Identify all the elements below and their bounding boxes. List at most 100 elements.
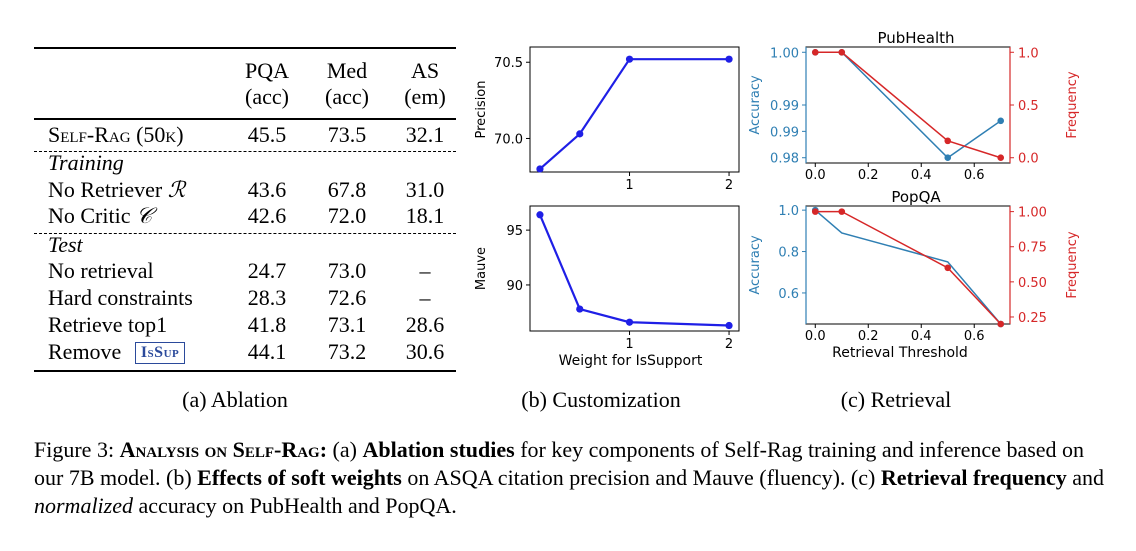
popqa-frequency-line xyxy=(815,210,1002,325)
precision-frame xyxy=(529,46,740,173)
precision-xtick-label: 2 xyxy=(725,178,733,193)
precision-ytick-label: 70.5 xyxy=(494,56,523,71)
pubhealth-accuracy-point xyxy=(944,154,952,162)
row-no-retrieval-pqa: 24.7 xyxy=(247,258,287,283)
popqa-ytick-right-label: 0.50 xyxy=(1018,276,1047,291)
row-no-critic-med: 72.0 xyxy=(327,203,367,228)
table-bottom-rule xyxy=(34,370,456,372)
mauve-ytick-label: 90 xyxy=(506,279,523,294)
pubhealth-frame xyxy=(805,46,1011,164)
popqa-xtick-label: 0.2 xyxy=(858,329,879,344)
popqa-frequency-point xyxy=(997,320,1005,328)
row-no-retriever-label: No Retriever ℛ xyxy=(48,177,186,202)
row-retrieve-top1-pqa: 41.8 xyxy=(247,312,287,337)
row-no-retrieval-med: 73.0 xyxy=(327,258,367,283)
mauve-xtick-label: 1 xyxy=(625,337,633,352)
pubhealth-frequency-point xyxy=(811,48,819,56)
row-retrieve-top1-as: 28.6 xyxy=(405,312,445,337)
mauve-ytick-label: 95 xyxy=(506,224,523,239)
precision-line xyxy=(539,58,730,170)
popqa-frequency-point xyxy=(838,208,846,215)
popqa-ytick-right-label: 1.00 xyxy=(1018,206,1047,221)
charts-canvas: 1 2 70.0 70.5 Precision 1 2 90 95 Mauve Weight for… xyxy=(474,29,1080,369)
pubhealth-frequency-line xyxy=(815,51,1001,159)
header-pqa: PQA (acc) xyxy=(244,58,289,109)
precision-point xyxy=(625,55,634,63)
pubhealth-title: PubHealth xyxy=(877,29,954,47)
row-no-retriever-med: 67.8 xyxy=(327,177,367,202)
figure-caption: Figure 3: Analysis on Self-Rag: (a) Abla… xyxy=(34,437,1105,518)
popqa-title: PopQA xyxy=(891,188,941,206)
precision-xtick-label: 1 xyxy=(625,178,633,193)
precision-point xyxy=(576,130,584,138)
row-no-retrieval-as: – xyxy=(419,258,431,283)
header-as: AS (em) xyxy=(404,58,446,109)
pubhealth-frequency-point xyxy=(838,48,846,56)
mauve-point xyxy=(536,211,544,219)
popqa-xtick-label: 0.0 xyxy=(805,329,826,344)
pubhealth-frequency-point xyxy=(944,137,952,145)
popqa-ylabel-left: Accuracy xyxy=(748,235,763,295)
popqa-frequency-point xyxy=(944,264,952,272)
row-remove-issup-as: 30.6 xyxy=(405,339,445,364)
row-hard-constraints-pqa: 28.3 xyxy=(247,285,287,310)
row-hard-constraints-as: – xyxy=(419,285,431,310)
precision-ytick-label: 70.0 xyxy=(494,132,523,147)
popqa-frequency-point xyxy=(811,208,819,215)
test-divider xyxy=(34,233,456,234)
pubhealth-ytick-right-label: 0.5 xyxy=(1018,99,1039,114)
subcaption-ablation: (a) Ablation xyxy=(182,387,288,412)
popqa-xtick-label: 0.4 xyxy=(911,329,932,344)
row-no-critic-as: 18.1 xyxy=(405,203,445,228)
mauve-point xyxy=(576,305,584,313)
row-no-critic-label: No Critic 𝒞 xyxy=(48,203,153,228)
row-remove-issup-pqa: 44.1 xyxy=(247,339,287,364)
precision-ylabel: Precision xyxy=(474,80,489,138)
popqa-xtick-label: 0.6 xyxy=(964,329,985,344)
pubhealth-xtick-label: 0.4 xyxy=(911,168,932,183)
popqa-ytick-left-label: 0.8 xyxy=(778,246,799,261)
mauve-line xyxy=(538,214,730,327)
row-no-retriever-pqa: 43.6 xyxy=(247,177,287,202)
precision-point xyxy=(725,55,733,63)
row-no-retrieval-label: No retrieval xyxy=(48,258,154,283)
row-no-critic-pqa: 42.6 xyxy=(247,203,287,228)
popqa-ytick-left-label: 0.6 xyxy=(778,287,799,302)
pubhealth-ytick-left-label: 0.99 xyxy=(770,99,799,114)
row-retrieve-top1-med: 73.1 xyxy=(327,312,367,337)
main-row-pqa: 45.5 xyxy=(247,122,287,147)
row-no-retriever-as: 31.0 xyxy=(405,177,445,202)
issup-badge: IsSup xyxy=(134,342,186,364)
popqa-ylabel-right: Frequency xyxy=(1065,231,1080,298)
subcaption-customization: (b) Customization xyxy=(521,387,681,412)
table-header-rule xyxy=(34,118,456,120)
row-hard-constraints-label: Hard constraints xyxy=(48,285,193,310)
table-top-rule xyxy=(34,47,456,49)
popqa-ytick-right-label: 0.75 xyxy=(1018,241,1047,256)
pubhealth-frequency-point xyxy=(997,154,1005,162)
training-section-label: Training xyxy=(48,150,124,175)
pubhealth-ylabel-right: Frequency xyxy=(1065,71,1080,138)
main-row-as: 32.1 xyxy=(405,122,445,147)
header-med: Med (acc) xyxy=(325,58,369,109)
row-retrieve-top1-label: Retrieve top1 xyxy=(48,312,168,337)
pubhealth-accuracy-point xyxy=(997,117,1005,125)
pubhealth-accuracy-line xyxy=(815,51,1002,159)
mauve-ylabel: Mauve xyxy=(474,247,489,290)
row-remove-issup-label: Remove IsSup xyxy=(48,340,186,364)
precision-point xyxy=(536,165,544,173)
main-row-label: Self-Rag (50k) xyxy=(48,122,184,147)
pubhealth-ytick-right-label: 1.0 xyxy=(1018,46,1039,61)
pubhealth-ytick-left-label: 0.99 xyxy=(770,125,799,140)
mauve-xlabel: Weight for IsSupport xyxy=(559,353,703,369)
test-section-label: Test xyxy=(48,232,83,257)
mauve-frame xyxy=(529,205,740,332)
mauve-point xyxy=(625,318,634,326)
popqa-ytick-right-label: 0.25 xyxy=(1018,311,1047,326)
pubhealth-xtick-label: 0.0 xyxy=(805,168,826,183)
row-hard-constraints-med: 72.6 xyxy=(327,285,367,310)
pubhealth-ylabel-left: Accuracy xyxy=(748,75,763,135)
pubhealth-ytick-left-label: 0.98 xyxy=(770,152,799,167)
pubhealth-xtick-label: 0.6 xyxy=(964,168,985,183)
pubhealth-xtick-label: 0.2 xyxy=(858,168,879,183)
